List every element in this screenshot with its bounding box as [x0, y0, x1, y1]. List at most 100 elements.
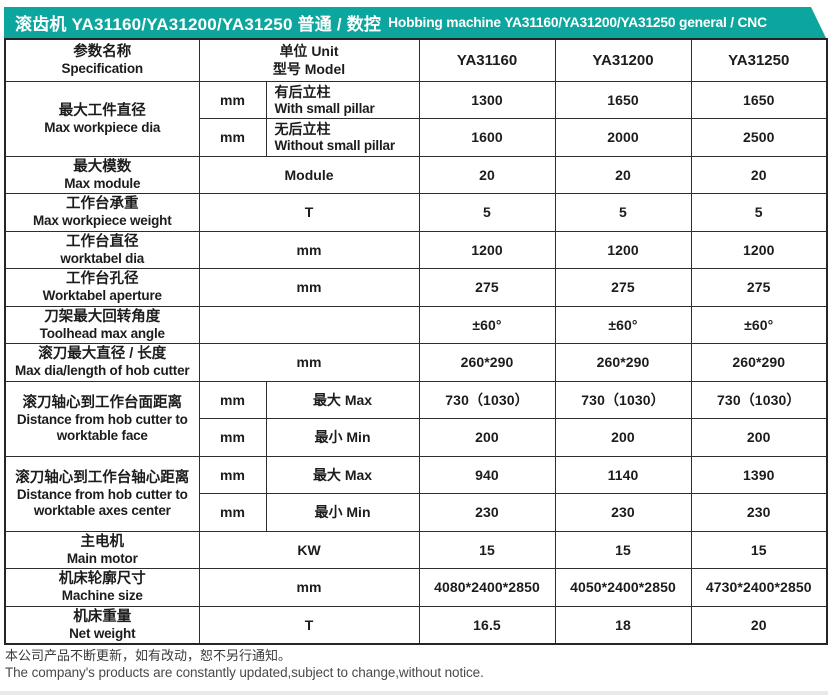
param-label-en: Max workpiece weight — [32, 213, 172, 229]
disclaimer-en: The company's products are constantly up… — [5, 665, 484, 680]
param-label-cn: 滚刀轴心到工作台轴心距离 — [15, 469, 190, 486]
header-specification-en: Specification — [61, 61, 144, 77]
spec-table: 参数名称 Specification 单位 Unit 型号 Model YA31… — [4, 38, 828, 645]
param-label-cn: 最大工件直径 — [58, 102, 146, 119]
unit-cell: mm — [198, 493, 267, 532]
value-cell-ya31250: 5 — [690, 193, 828, 232]
value-cell-ya31250: 200 — [690, 418, 828, 457]
unit-cell: KW — [198, 530, 420, 569]
param-label: 刀架最大回转角度 Toolhead max angle — [4, 305, 200, 344]
param-label-cn: 工作台承重 — [66, 196, 139, 213]
unit-cell: mm — [198, 230, 420, 269]
value-cell-ya31250: 20 — [690, 605, 828, 644]
param-label-cn: 机床重量 — [73, 608, 132, 625]
sub-label-en: With small pillar — [274, 100, 375, 116]
param-label: 最大工件直径 Max workpiece dia — [4, 80, 200, 157]
header-unit-label: 单位 Unit — [279, 43, 339, 60]
value-cell-ya31250: 1650 — [690, 80, 828, 119]
sub-label-cell: 最大 Max — [265, 380, 420, 419]
disclaimer-footer: 本公司产品不断更新，如有改动，恕不另行通知。 The company's pro… — [5, 647, 484, 681]
table-row: mm 最小 Min 200 200 200 — [5, 418, 828, 457]
sub-label-cell: 最大 Max — [265, 455, 420, 494]
value-cell-ya31160: 940 — [418, 455, 556, 494]
sub-label-cell: 最小 Min — [265, 418, 420, 457]
param-label-cn: 主电机 — [80, 533, 125, 550]
header-model-ya31160: YA31160 — [418, 38, 556, 82]
param-label-en: Main motor — [66, 550, 138, 566]
param-label-cn: 滚刀轴心到工作台面距离 — [22, 394, 183, 411]
param-label-en: Distance from hob cutter to worktable ax… — [16, 486, 188, 518]
param-label: 工作台承重 Max workpiece weight — [4, 193, 200, 232]
value-cell-ya31160: 230 — [418, 493, 556, 532]
unit-cell: mm — [198, 380, 267, 419]
header-model-label: 型号 Model — [272, 61, 346, 78]
value-cell-ya31200: 5 — [554, 193, 692, 232]
table-row: 机床重量 Net weight T 16.5 18 20 — [4, 605, 828, 644]
sub-label-cell: 最小 Min — [265, 493, 420, 532]
value-cell-ya31250: 20 — [690, 155, 828, 194]
title-text-en: Hobbing machine YA31160/YA31200/YA31250 … — [388, 15, 767, 30]
value-cell-ya31250: 4730*2400*2850 — [690, 568, 828, 607]
unit-cell: T — [198, 605, 420, 644]
value-cell-ya31160: ±60° — [418, 305, 556, 344]
header-specification-cn: 参数名称 — [73, 44, 132, 61]
table-row: 滚刀最大直径 / 长度 Max dia/length of hob cutter m… — [4, 343, 828, 382]
unit-cell — [198, 305, 420, 344]
unit-cell: T — [198, 193, 420, 232]
value-cell-ya31160: 16.5 — [418, 605, 556, 644]
value-cell-ya31160: 200 — [418, 418, 556, 457]
param-label: 机床轮廓尺寸 Machine size — [4, 568, 200, 607]
param-label: 工作台孔径 Worktabel aperture — [4, 268, 200, 307]
value-cell-ya31200: 1650 — [554, 80, 692, 119]
value-cell-ya31160: 4080*2400*2850 — [418, 568, 556, 607]
value-cell-ya31160: 15 — [418, 530, 556, 569]
param-label-cn: 滚刀最大直径 / 长度 — [38, 346, 167, 363]
unit-cell: mm — [198, 118, 267, 157]
table-row: 机床轮廓尺寸 Machine size mm 4080*2400*2850 4050*2… — [4, 568, 828, 607]
param-label: 滚刀轴心到工作台面距离 Distance from hob cutter to w… — [4, 380, 200, 457]
param-label: 机床重量 Net weight — [4, 605, 200, 644]
value-cell-ya31160: 1600 — [418, 118, 556, 157]
title-text-cn: 滚齿机 YA31160/YA31200/YA31250 普通 / 数控 — [15, 15, 382, 34]
table-row: 滚刀轴心到工作台轴心距离 Distance from hob cutter to … — [4, 455, 828, 532]
value-cell-ya31160: 5 — [418, 193, 556, 232]
param-label-en: Worktabel aperture — [42, 288, 162, 304]
value-cell-ya31250: 260*290 — [690, 343, 828, 382]
table-row: 最大模数 Max module Module 20 20 20 — [4, 155, 828, 194]
value-cell-ya31250: 1390 — [690, 455, 828, 494]
header-model-ya31200: YA31200 — [554, 38, 692, 82]
value-cell-ya31200: 4050*2400*2850 — [554, 568, 692, 607]
sub-label-cell: 无后立柱 Without small pillar — [265, 118, 420, 157]
value-cell-ya31250: 730（1030） — [690, 380, 828, 419]
value-cell-ya31200: 20 — [554, 155, 692, 194]
param-label: 工作台直径 worktabel dia — [4, 230, 200, 269]
value-cell-ya31250: 275 — [690, 268, 828, 307]
page-bottom-edge — [0, 691, 828, 695]
sub-label-cn: 无后立柱 — [274, 121, 331, 138]
param-label-en: Distance from hob cutter to worktable fa… — [16, 411, 188, 443]
value-cell-ya31160: 260*290 — [418, 343, 556, 382]
value-cell-ya31200: 275 — [554, 268, 692, 307]
param-label-cn: 工作台孔径 — [66, 271, 139, 288]
sub-label-cell: 有后立柱 With small pillar — [265, 80, 420, 119]
title-bar: 滚齿机 YA31160/YA31200/YA31250 普通 / 数控 Hobb… — [4, 7, 826, 38]
param-label-en: Toolhead max angle — [39, 325, 165, 341]
table-row: 滚刀轴心到工作台面距离 Distance from hob cutter to w… — [4, 380, 828, 457]
param-label: 滚刀轴心到工作台轴心距离 Distance from hob cutter to … — [4, 455, 200, 532]
header-specification: 参数名称 Specification — [4, 38, 200, 82]
param-label-en: Max dia/length of hob cutter — [15, 363, 190, 379]
param-label: 主电机 Main motor — [4, 530, 200, 569]
header-model-ya31250: YA31250 — [690, 38, 828, 82]
unit-cell: mm — [198, 268, 420, 307]
table-row: mm 最小 Min 230 230 230 — [5, 493, 828, 532]
value-cell-ya31200: 1140 — [554, 455, 692, 494]
table-row: 工作台直径 worktabel dia mm 1200 1200 1200 — [4, 230, 828, 269]
value-cell-ya31160: 1300 — [418, 80, 556, 119]
unit-cell: mm — [198, 418, 267, 457]
value-cell-ya31200: 1200 — [554, 230, 692, 269]
disclaimer-cn: 本公司产品不断更新，如有改动，恕不另行通知。 — [5, 648, 292, 663]
value-cell-ya31200: 730（1030） — [554, 380, 692, 419]
table-row: 工作台承重 Max workpiece weight T 5 5 5 — [4, 193, 828, 232]
value-cell-ya31200: 15 — [554, 530, 692, 569]
value-cell-ya31200: ±60° — [554, 305, 692, 344]
